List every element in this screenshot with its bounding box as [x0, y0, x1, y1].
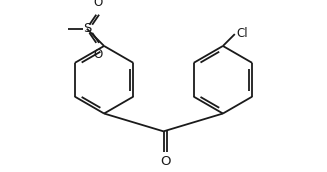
Text: Cl: Cl [236, 27, 248, 40]
Text: O: O [93, 0, 102, 9]
Text: S: S [83, 22, 91, 35]
Text: O: O [93, 49, 102, 61]
Text: O: O [160, 155, 170, 168]
